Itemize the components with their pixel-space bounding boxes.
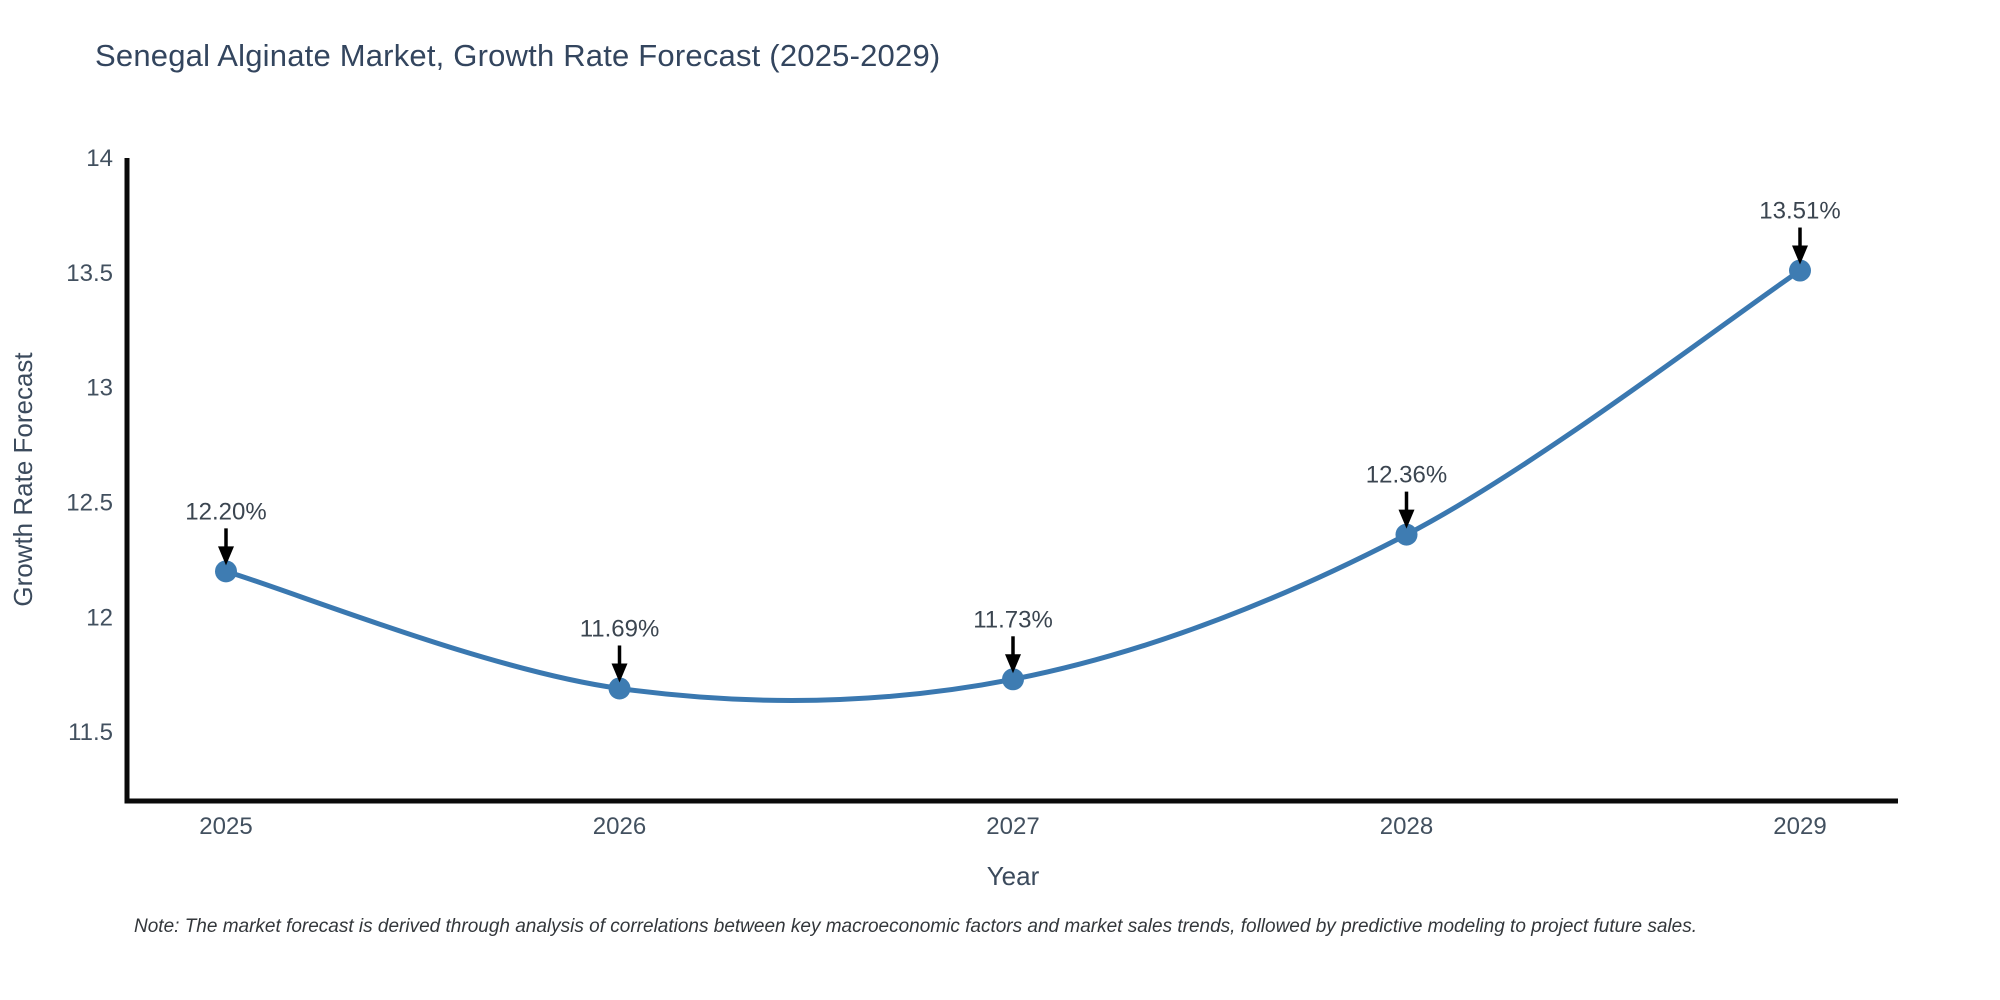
- data-point-2029: [1789, 259, 1811, 282]
- data-point-label: 12.36%: [1366, 462, 1447, 489]
- annotation-arrow-head: [1005, 654, 1021, 674]
- data-point-label: 11.69%: [580, 615, 660, 642]
- data-point-2025: [215, 560, 237, 583]
- footnote: Note: The market forecast is derived thr…: [134, 916, 1697, 937]
- y-tick-label: 13.5: [66, 260, 113, 287]
- annotation-arrow-head: [1792, 245, 1808, 265]
- data-point-label: 13.51%: [1759, 198, 1840, 225]
- x-tick-label: 2029: [1773, 813, 1826, 840]
- x-tick-label: 2027: [986, 813, 1039, 840]
- x-tick-label: 2025: [199, 813, 252, 840]
- y-tick-label: 12.5: [66, 489, 113, 516]
- forecast-line: [223, 268, 1803, 703]
- x-axis-title: Year: [987, 861, 1040, 891]
- data-point-2027: [1002, 668, 1024, 691]
- annotation-arrow-head: [611, 663, 628, 683]
- data-point-label: 12.20%: [185, 498, 266, 525]
- y-tick-label: 12: [86, 604, 113, 631]
- data-point-label: 11.73%: [973, 606, 1053, 633]
- y-tick-label: 14: [86, 145, 113, 172]
- y-tick-label: 13: [86, 375, 113, 402]
- x-tick-label: 2028: [1380, 813, 1433, 840]
- annotation-arrow-head: [218, 546, 234, 566]
- x-tick-label: 2026: [593, 813, 646, 840]
- annotation-arrow-head: [1398, 509, 1415, 529]
- y-tick-label: 11.5: [68, 719, 113, 746]
- chart-title: Senegal Alginate Market, Growth Rate For…: [95, 38, 941, 73]
- y-axis-title: Growth Rate Forecast: [8, 352, 38, 607]
- data-point-2028: [1395, 523, 1418, 546]
- data-point-2026: [608, 677, 631, 700]
